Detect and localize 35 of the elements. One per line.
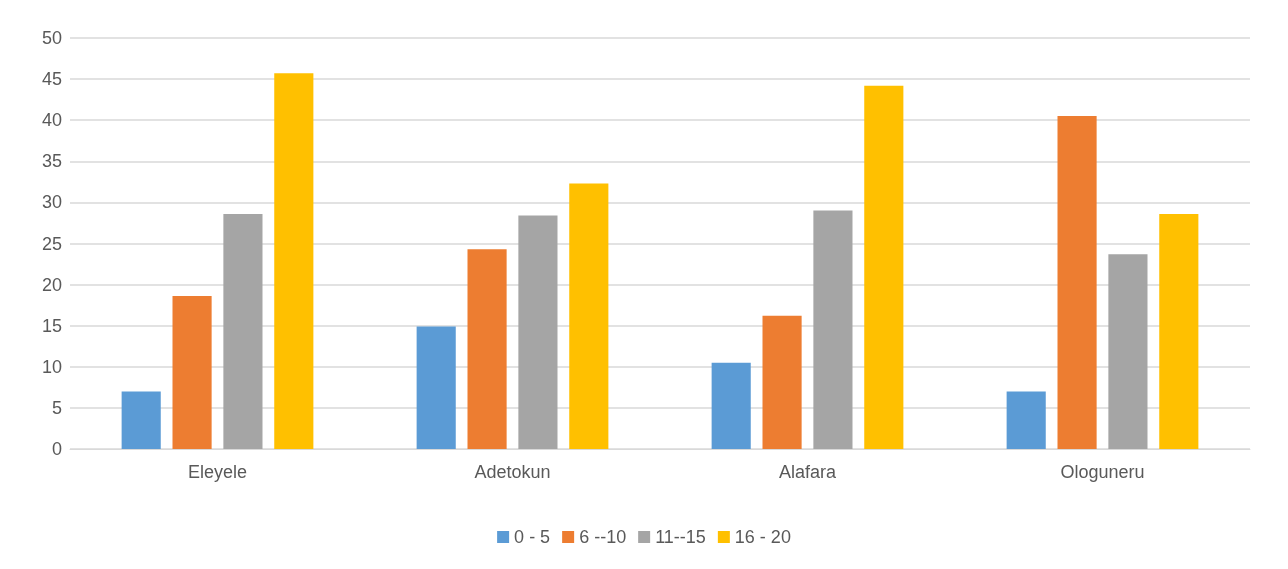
bar (864, 85, 904, 449)
x-tick-label: Ologuneru (1060, 462, 1145, 482)
legend-label: 0 - 5 (514, 527, 551, 547)
y-tick-label: 5 (51, 397, 62, 418)
x-tick-label: Adetokun (474, 462, 551, 482)
bar (467, 249, 507, 449)
y-tick-label: 15 (41, 315, 62, 336)
x-tick-label: Eleyele (187, 462, 248, 482)
bar (569, 183, 609, 449)
bar (1057, 116, 1097, 449)
legend-label: 6 --10 (579, 527, 627, 547)
legend-label: 11--15 (655, 527, 706, 547)
bar (274, 73, 314, 449)
bar (223, 213, 263, 449)
y-tick-label: 0 (51, 439, 62, 459)
y-tick-label: 10 (41, 356, 62, 377)
bar (1108, 254, 1148, 449)
y-tick-label: 35 (41, 151, 62, 172)
bar (1159, 213, 1199, 449)
y-tick-label: 20 (41, 274, 62, 295)
bar (711, 362, 751, 449)
bar (762, 315, 802, 449)
bar (121, 391, 161, 449)
bar (813, 210, 853, 449)
bar (518, 215, 558, 449)
y-tick-label: 50 (41, 28, 62, 48)
y-tick-label: 40 (41, 110, 62, 131)
bar (172, 296, 212, 449)
bar (1006, 391, 1046, 449)
x-tick-label: Alafara (778, 462, 837, 482)
y-tick-label: 25 (41, 233, 62, 254)
y-tick-label: 30 (41, 192, 62, 213)
legend-label: 16 - 20 (734, 527, 791, 547)
y-tick-label: 45 (41, 69, 62, 90)
bar (416, 326, 456, 449)
